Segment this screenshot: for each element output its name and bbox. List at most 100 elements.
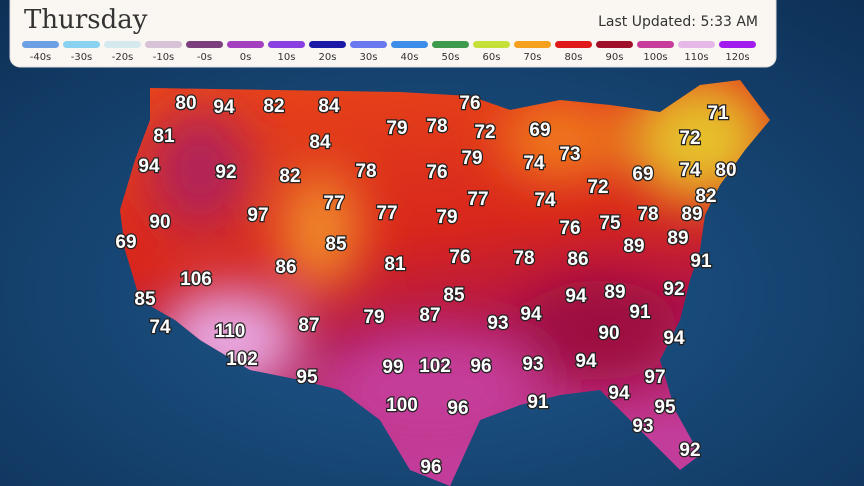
- temperature-label: 74: [534, 190, 556, 211]
- temperature-label: 97: [644, 367, 665, 388]
- legend-swatch: [145, 41, 182, 48]
- temperature-label: 96: [447, 398, 468, 419]
- temperature-label: 89: [667, 228, 688, 249]
- temperature-label: 78: [426, 116, 447, 137]
- temperature-label: 94: [565, 286, 587, 307]
- legend-swatch: [719, 41, 756, 48]
- legend-label: 70s: [524, 52, 542, 63]
- temperature-label: 92: [215, 162, 236, 183]
- temperature-label: 95: [296, 367, 318, 388]
- temperature-label: 87: [298, 315, 319, 336]
- temperature-label: 69: [115, 232, 136, 253]
- legend-swatch: [637, 41, 674, 48]
- legend-swatch: [63, 41, 100, 48]
- temperature-label: 73: [559, 144, 580, 165]
- last-updated: Last Updated: 5:33 AM: [598, 14, 758, 30]
- temperature-label: 96: [420, 457, 441, 478]
- temperature-label: 76: [559, 218, 580, 239]
- legend-swatch: [678, 41, 715, 48]
- temperature-label: 69: [632, 164, 653, 185]
- legend-swatch: [596, 41, 633, 48]
- temperature-label: 94: [520, 304, 542, 325]
- temperature-label: 102: [419, 356, 451, 377]
- legend-swatch: [350, 41, 387, 48]
- header-panel: [9, 0, 777, 68]
- temperature-label: 94: [138, 156, 160, 177]
- temperature-label: 72: [679, 128, 700, 149]
- temperature-label: 97: [247, 205, 268, 226]
- legend-swatch: [432, 41, 469, 48]
- temperature-label: 93: [522, 354, 543, 375]
- temperature-label: 94: [663, 328, 685, 349]
- temperature-label: 84: [309, 132, 331, 153]
- temperature-label: 78: [355, 161, 376, 182]
- legend-label: 120s: [725, 52, 749, 63]
- temperature-label: 69: [529, 120, 550, 141]
- temperature-label: 93: [632, 416, 653, 437]
- temperature-label: 80: [175, 93, 196, 114]
- temperature-label: 84: [318, 96, 340, 117]
- legend-label: 100s: [643, 52, 667, 63]
- legend-label: 110s: [684, 52, 708, 63]
- legend-label: 30s: [360, 52, 378, 63]
- legend: -40s -30s -20s -10s -0s 0s 10s 20s 30s 40s 50s 60s 7…: [22, 41, 756, 63]
- legend-swatch: [309, 41, 346, 48]
- temperature-label: 89: [623, 236, 644, 257]
- temperature-label: 92: [663, 279, 684, 300]
- temperature-label: 76: [459, 93, 480, 114]
- temperature-label: 91: [690, 251, 712, 272]
- temperature-label: 71: [707, 103, 729, 124]
- legend-label: 10s: [278, 52, 296, 63]
- temperature-label: 76: [426, 162, 447, 183]
- temperature-label: 72: [587, 177, 608, 198]
- legend-label: -30s: [71, 52, 93, 63]
- temperature-label: 78: [637, 204, 658, 225]
- temperature-label: 79: [436, 207, 457, 228]
- legend-swatch: [391, 41, 428, 48]
- temperature-label: 86: [275, 257, 296, 278]
- temperature-label: 94: [608, 383, 630, 404]
- legend-label: -20s: [112, 52, 134, 63]
- temperature-label: 75: [599, 213, 621, 234]
- temperature-label: 74: [679, 160, 701, 181]
- legend-label: -40s: [30, 52, 52, 63]
- legend-label: 0s: [240, 52, 252, 63]
- day-title: Thursday: [24, 5, 148, 35]
- legend-label: -0s: [197, 52, 212, 63]
- legend-swatch: [22, 41, 59, 48]
- temperature-label: 77: [323, 193, 344, 214]
- legend-label: 90s: [606, 52, 624, 63]
- legend-label: 80s: [565, 52, 583, 63]
- legend-swatch: [104, 41, 141, 48]
- temperature-label: 72: [474, 122, 495, 143]
- temperature-label: 99: [382, 357, 403, 378]
- temperature-label: 81: [384, 254, 406, 275]
- temperature-label: 85: [325, 234, 347, 255]
- temperature-label: 96: [470, 356, 491, 377]
- temperature-label: 100: [386, 395, 418, 416]
- temperature-label: 89: [681, 204, 702, 225]
- temperature-label: 90: [149, 212, 170, 233]
- temperature-label: 94: [575, 351, 597, 372]
- temperature-label: 85: [134, 289, 156, 310]
- temperature-label: 82: [279, 166, 300, 187]
- legend-swatch: [268, 41, 305, 48]
- temperature-label: 76: [449, 247, 470, 268]
- legend-label: 60s: [483, 52, 501, 63]
- temperature-label: 89: [604, 282, 625, 303]
- temperature-label: 74: [523, 153, 545, 174]
- temperature-label: 81: [153, 126, 175, 147]
- legend-label: 20s: [319, 52, 337, 63]
- temperature-label: 78: [513, 248, 534, 269]
- legend-swatch: [473, 41, 510, 48]
- temperature-label: 79: [386, 118, 407, 139]
- temperature-label: 91: [527, 392, 549, 413]
- temperature-label: 95: [654, 397, 676, 418]
- temperature-label: 77: [467, 189, 488, 210]
- temperature-label: 77: [376, 203, 397, 224]
- legend-swatch: [186, 41, 223, 48]
- legend-label: -10s: [153, 52, 175, 63]
- temperature-label: 106: [180, 269, 212, 290]
- legend-swatch: [227, 41, 264, 48]
